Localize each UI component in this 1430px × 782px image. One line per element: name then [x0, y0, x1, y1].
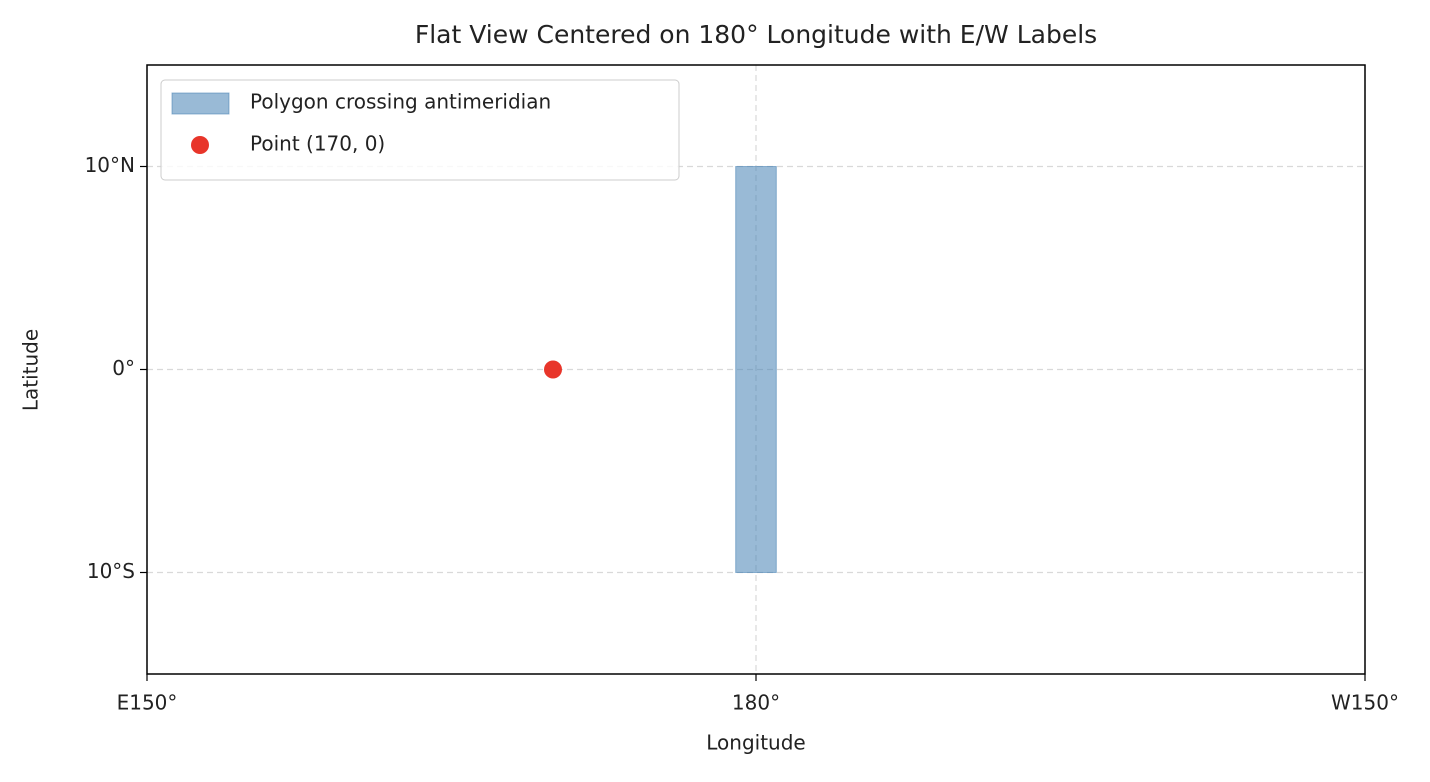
y-tick-label: 10°N — [85, 153, 135, 177]
point — [544, 360, 562, 379]
chart-title: Flat View Centered on 180° Longitude wit… — [415, 20, 1097, 49]
legend: Polygon crossing antimeridian Point (170,… — [160, 79, 680, 181]
legend-label: Polygon crossing antimeridian — [250, 90, 551, 114]
legend-swatch — [171, 92, 230, 115]
legend-box — [160, 79, 680, 181]
x-tick-label: 180° — [732, 691, 780, 715]
legend-swatch — [191, 136, 209, 154]
polygon — [735, 166, 777, 573]
x-tick-label: W150° — [1331, 691, 1399, 715]
y-tick-label: 10°S — [87, 559, 135, 583]
legend-label: Point (170, 0) — [250, 132, 385, 156]
y-axis-label: Latitude — [19, 329, 43, 411]
x-tick-label: E150° — [117, 691, 178, 715]
plot-frame — [146, 64, 1366, 675]
x-axis-label: Longitude — [706, 731, 805, 755]
y-tick-label: 0° — [112, 356, 135, 380]
